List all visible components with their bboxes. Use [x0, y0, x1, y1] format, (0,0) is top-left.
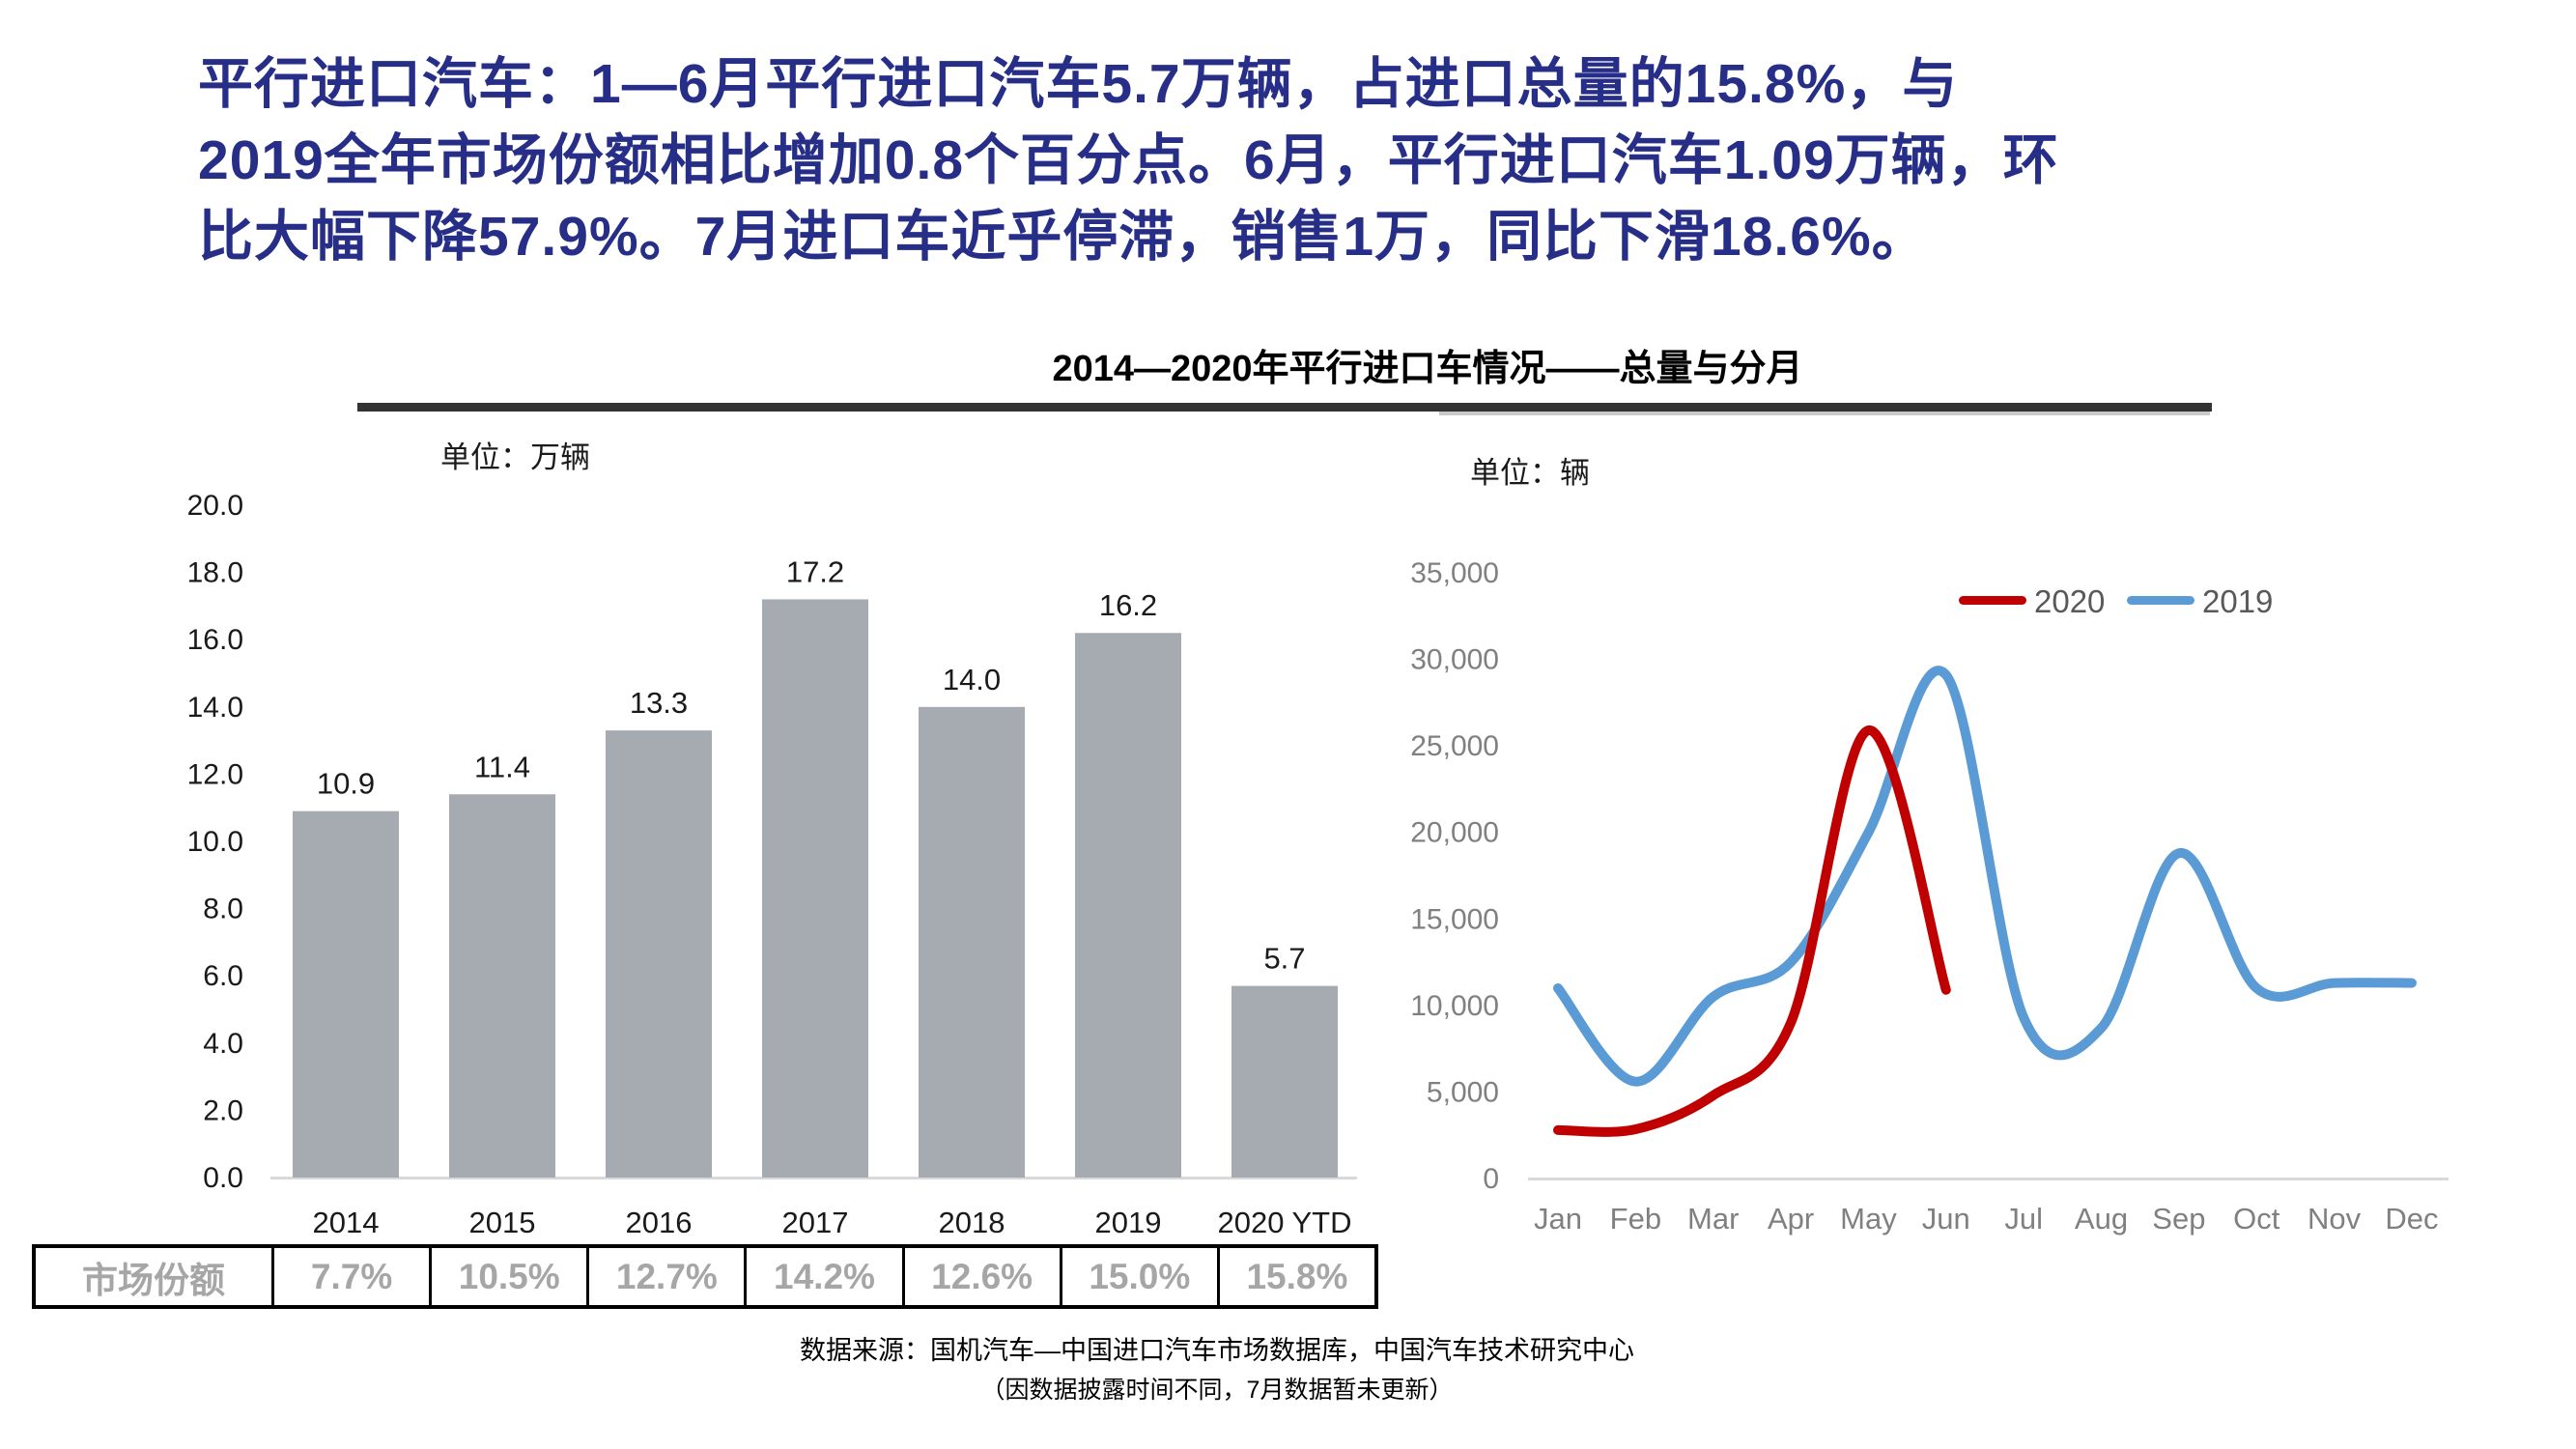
bar-ytick-label: 12.0 [187, 758, 243, 790]
bar-2015 [449, 794, 555, 1178]
headline-line-3: 比大幅下降57.9%。7月进口车近乎停滞，销售1万，同比下滑18.6%。 [198, 206, 1928, 268]
bar-value-label: 10.9 [317, 767, 375, 801]
bar-ytick-label: 18.0 [187, 557, 243, 589]
bar-value-label: 5.7 [1263, 942, 1305, 976]
bar-category-label: 2017 [782, 1206, 849, 1239]
bar-ytick-label: 4.0 [203, 1028, 243, 1060]
bar-2014 [293, 810, 399, 1178]
table-cell-2017: 14.2% [744, 1248, 901, 1305]
bar-ytick-label: 2.0 [203, 1094, 243, 1126]
line-series-2020 [1553, 725, 1951, 1137]
bar-category-label: 2018 [939, 1206, 1005, 1239]
bar-category-label: 2016 [626, 1206, 693, 1239]
month-label-Aug: Aug [2075, 1202, 2128, 1236]
bar-2020 YTD [1231, 985, 1338, 1178]
bar-ytick-label: 6.0 [203, 960, 243, 992]
line-ytick-label: 25,000 [1410, 730, 1499, 762]
bar-2018 [919, 706, 1025, 1178]
bar-ytick-label: 8.0 [203, 894, 243, 925]
headline-line-1: 平行进口汽车：1—6月平行进口汽车5.7万辆，占进口总量的15.8%，与 [198, 53, 1959, 115]
line-ytick-label: 10,000 [1410, 990, 1499, 1022]
bar-ytick-label: 20.0 [187, 490, 243, 522]
bar-value-label: 13.3 [630, 686, 688, 720]
bar-2016 [606, 730, 712, 1178]
bar-category-label: 2015 [469, 1206, 536, 1239]
bar-ytick-label: 14.0 [187, 692, 243, 724]
month-label-Oct: Oct [2233, 1202, 2280, 1236]
line-ytick-label: 0 [1483, 1163, 1499, 1195]
table-cell-2020 YTD: 15.8% [1216, 1248, 1374, 1305]
month-label-May: May [1840, 1202, 1897, 1236]
bar-ytick-label: 16.0 [187, 624, 243, 656]
table-cell-2015: 10.5% [429, 1248, 586, 1305]
legend-label-2020: 2020 [2034, 583, 2105, 619]
bar-value-label: 16.2 [1099, 588, 1157, 622]
line-ytick-label: 35,000 [1410, 557, 1499, 589]
month-label-Mar: Mar [1687, 1202, 1739, 1236]
bar-category-label: 2014 [313, 1206, 380, 1239]
bar-ytick-label: 0.0 [203, 1162, 243, 1194]
line-series-2019 [1553, 666, 2417, 1087]
headline: 平行进口汽车：1—6月平行进口汽车5.7万辆，占进口总量的15.8%，与 201… [198, 46, 2059, 275]
footer-note: （因数据披露时间不同，7月数据暂未更新） [980, 1377, 1454, 1404]
bar-ytick-label: 10.0 [187, 826, 243, 858]
market-share-table: 市场份额 7.7% 10.5% 12.7% 14.2% 12.6% 15.0% 15.8% [32, 1244, 1378, 1309]
legend-swatch-2019 [2127, 596, 2194, 605]
bar-value-label: 11.4 [474, 750, 530, 783]
line-ytick-label: 15,000 [1410, 903, 1499, 935]
footer-source: 数据来源：国机汽车—中国进口汽车市场数据库，中国汽车技术研究中心 [800, 1336, 1634, 1365]
bar-2019 [1075, 633, 1181, 1178]
month-label-Dec: Dec [2385, 1202, 2438, 1236]
divider-line-light [1439, 412, 2210, 415]
month-label-Sep: Sep [2152, 1202, 2205, 1236]
bar-category-label: 2019 [1095, 1206, 1162, 1239]
headline-line-2: 2019全年市场份额相比增加0.8个百分点。6月，平行进口汽车1.09万辆，环 [198, 129, 2059, 191]
line-ytick-label: 20,000 [1410, 817, 1499, 849]
month-label-Apr: Apr [1768, 1202, 1814, 1236]
bar-chart: 0.0 2.0 4.0 6.0 8.0 10.0 12.0 14.0 16.0 18.0 20.0 1… [187, 490, 1357, 1239]
line-chart: 0 5,000 10,000 15,000 20,000 25,000 30,000 35,0… [1410, 557, 2449, 1236]
line-ytick-label: 30,000 [1410, 644, 1499, 676]
line-ytick-label: 5,000 [1427, 1076, 1499, 1108]
chart-title: 2014—2020年平行进口车情况——总量与分月 [1052, 349, 1803, 389]
bar-value-label: 14.0 [943, 663, 1001, 696]
table-cell-2019: 15.0% [1059, 1248, 1217, 1305]
table-cell-2016: 12.7% [586, 1248, 744, 1305]
bar-value-label: 17.2 [786, 554, 844, 588]
month-label-Jan: Jan [1534, 1202, 1582, 1236]
bar-chart-unit-label: 单位：万辆 [440, 440, 590, 474]
bar-2017 [762, 599, 868, 1178]
month-label-Jun: Jun [1922, 1202, 1970, 1236]
line-chart-unit-label: 单位：辆 [1470, 456, 1590, 490]
bar-category-label: 2020 YTD [1217, 1206, 1351, 1239]
table-cell-2014: 7.7% [271, 1248, 429, 1305]
footer: 数据来源：国机汽车—中国进口汽车市场数据库，中国汽车技术研究中心 （因数据披露时… [0, 1331, 2434, 1409]
legend-label-2019: 2019 [2202, 583, 2273, 619]
table-cell-2018: 12.6% [901, 1248, 1060, 1305]
month-label-Nov: Nov [2307, 1202, 2362, 1236]
legend-swatch-2020 [1959, 596, 2026, 605]
divider-line [357, 403, 2212, 412]
month-label-Jul: Jul [2004, 1202, 2043, 1236]
table-row-header: 市场份额 [82, 1260, 225, 1300]
month-label-Feb: Feb [1610, 1202, 1661, 1236]
